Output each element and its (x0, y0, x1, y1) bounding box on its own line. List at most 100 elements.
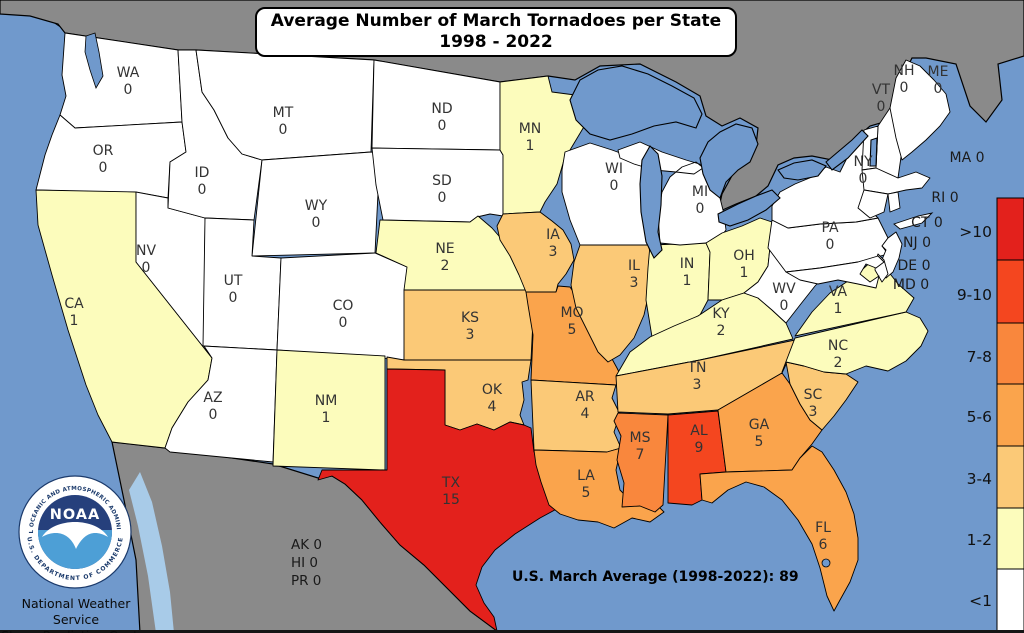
state-label-NY: NY (853, 154, 872, 170)
state-label-WA: WA (117, 65, 140, 81)
state-value-NV: 0 (142, 260, 151, 276)
great-lake-5 (825, 129, 869, 171)
state-value-NE: 2 (441, 258, 450, 274)
legend-swatch-2 (996, 322, 1024, 385)
state-value-WA: 0 (124, 82, 133, 98)
lake-okeechobee (821, 558, 831, 568)
state-label-MI: MI (692, 184, 708, 200)
state-IA (496, 211, 575, 293)
state-MS (613, 412, 669, 513)
state-label-WY: WY (305, 198, 328, 214)
state-value-UT: 0 (229, 290, 238, 306)
state-RI (887, 191, 901, 213)
state-ME (889, 59, 951, 161)
state-label-ME: ME (928, 64, 949, 80)
great-lake-0 (569, 65, 703, 141)
state-label-ID: ID (195, 165, 210, 181)
state-label-NM: NM (315, 393, 338, 409)
state-value-ID: 0 (198, 182, 207, 198)
state-FL (699, 445, 859, 612)
state-value-NY: 0 (859, 171, 868, 187)
state-MD (785, 255, 885, 289)
state-value-AR: 4 (581, 406, 590, 422)
state-label-TN: TN (686, 360, 706, 376)
state-value-TX: 15 (442, 492, 460, 508)
state-value-MO: 5 (568, 322, 577, 338)
state-label-FL: FL (815, 520, 831, 536)
state-value-NH: 0 (900, 80, 909, 96)
state-value-GA: 5 (755, 434, 764, 450)
state-value-NC: 2 (834, 355, 843, 371)
state-value-OR: 0 (99, 160, 108, 176)
state-label-KS: KS (461, 310, 479, 326)
state-value-ND: 0 (438, 118, 447, 134)
state-label-MO: MO (560, 305, 583, 321)
state-label-UT: UT (224, 273, 243, 289)
state-value-OK: 4 (488, 399, 497, 415)
noaa-logo: NOAA NATIONAL OCEANIC AND ATMOSPHERIC AD… (16, 473, 132, 589)
state-label-GA: GA (749, 417, 770, 433)
state-label-VT: VT (872, 82, 891, 98)
map-title-box: Average Number of March Tornadoes per St… (255, 7, 737, 57)
state-value-AZ: 0 (209, 407, 218, 423)
state-label-CO: CO (333, 298, 354, 314)
puget-sound (84, 32, 104, 89)
state-value-SC: 3 (809, 404, 818, 420)
state-label-ND: ND (431, 101, 452, 117)
state-NC (781, 311, 929, 375)
state-value-NM: 1 (322, 410, 331, 426)
legend-swatch-6 (996, 568, 1024, 633)
state-LA (533, 447, 665, 529)
state-label-MD: MD 0 (893, 277, 929, 293)
map-title-line2: 1998 - 2022 (439, 32, 553, 52)
state-label-MS: MS (630, 430, 651, 446)
state-value-FL: 6 (819, 537, 828, 553)
legend-label-4: 3-4 (967, 470, 992, 488)
state-TX (317, 368, 565, 632)
state-label-DE: DE 0 (898, 258, 931, 274)
agency-name: National Weather Service (21, 596, 131, 627)
state-label-NC: NC (828, 338, 848, 354)
state-label-OH: OH (733, 248, 755, 264)
state-value-TN: 3 (693, 377, 702, 393)
legend-label-3: 5-6 (967, 408, 992, 426)
state-value-CA: 1 (70, 313, 79, 329)
legend-swatch-4 (996, 445, 1024, 509)
state-label-KY: KY (712, 306, 730, 322)
noaa-logo-text: NOAA (50, 507, 101, 523)
agency-footer: National Weather Service Storm Predictio… (0, 596, 152, 633)
state-value-AL: 9 (695, 440, 704, 456)
state-value-PA: 0 (826, 237, 835, 253)
state-value-LA: 5 (582, 485, 591, 501)
legend-label-5: 1-2 (967, 531, 992, 549)
state-label-MA: MA 0 (949, 150, 984, 166)
great-lake-2 (699, 123, 759, 199)
state-value-MN: 1 (526, 138, 535, 154)
state-label-VA: VA (829, 284, 848, 300)
legend-swatch-3 (996, 383, 1024, 447)
great-lake-6 (869, 137, 878, 167)
state-CT (857, 189, 889, 219)
state-label-IN: IN (680, 256, 695, 272)
state-label-NH: NH (894, 63, 915, 79)
state-label-CT: CT 0 (911, 215, 943, 231)
state-value-KY: 2 (717, 323, 726, 339)
gulf-of-california (129, 472, 174, 633)
state-value-ME: 0 (934, 81, 943, 97)
state-label-WI: WI (605, 161, 623, 177)
legend-swatch-0 (996, 197, 1024, 261)
state-label-LA: LA (577, 468, 595, 484)
state-value-CO: 0 (339, 315, 348, 331)
legend-swatch-5 (996, 507, 1024, 570)
great-lake-3 (717, 189, 781, 227)
state-label-PA: PA (821, 220, 839, 236)
state-label-IL: IL (628, 258, 640, 274)
state-MN (499, 75, 589, 215)
great-lake-1 (639, 145, 663, 259)
legend-swatch-1 (996, 259, 1024, 324)
legend-label-0: >10 (959, 223, 992, 241)
noaa-bird-icon (42, 522, 108, 549)
state-label-TX: TX (441, 475, 461, 491)
